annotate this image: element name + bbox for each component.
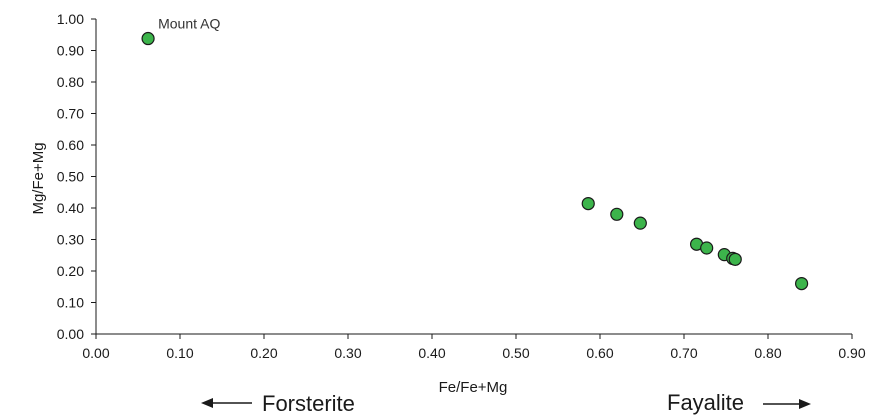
x-tick-label: 0.20 xyxy=(250,345,277,361)
annotation-mount-aq: Mount AQ xyxy=(158,16,220,32)
y-tick-label: 0.40 xyxy=(57,200,84,216)
data-point xyxy=(794,277,809,291)
data-point xyxy=(700,241,714,255)
fayalite-label: Fayalite xyxy=(667,390,744,415)
x-tick-label: 0.60 xyxy=(586,345,613,361)
chart-ticks: 0.00 0.10 0.20 0.30 0.40 0.50 0.60 0.70 0.80 0.90… xyxy=(57,11,866,361)
y-tick-label: 1.00 xyxy=(57,11,84,27)
y-tick-label: 0.30 xyxy=(57,232,84,248)
x-tick-label: 0.40 xyxy=(418,345,445,361)
y-tick-label: 0.50 xyxy=(57,169,84,185)
forsterite-label: Forsterite xyxy=(262,391,355,416)
x-tick-label: 0.70 xyxy=(670,345,697,361)
y-axis-title: Mg/Fe+Mg xyxy=(30,142,47,214)
y-tick-label: 0.70 xyxy=(57,106,84,122)
data-point xyxy=(141,31,155,46)
x-tick-label: 0.50 xyxy=(502,345,529,361)
fayalite-label-group: Fayalite xyxy=(667,390,811,415)
chart-points xyxy=(141,31,809,291)
data-point xyxy=(728,252,742,266)
x-tick-label: 0.30 xyxy=(334,345,361,361)
data-point xyxy=(633,216,647,230)
x-tick-label: 0.10 xyxy=(166,345,193,361)
y-tick-label: 0.00 xyxy=(57,326,84,342)
x-tick-label: 0.90 xyxy=(838,345,865,361)
x-tick-label: 0.80 xyxy=(754,345,781,361)
data-point xyxy=(610,207,624,221)
x-axis-title: Fe/Fe+Mg xyxy=(439,379,508,396)
y-tick-label: 0.60 xyxy=(57,137,84,153)
chart-axes xyxy=(95,19,852,335)
x-tick-label: 0.00 xyxy=(82,345,109,361)
forsterite-label-group: Forsterite xyxy=(201,391,355,416)
chart-annotations: Mount AQ xyxy=(158,16,220,32)
data-point xyxy=(581,196,595,211)
left-arrowhead-icon xyxy=(201,398,213,408)
right-arrowhead-icon xyxy=(799,399,811,409)
y-tick-label: 0.90 xyxy=(57,43,84,59)
y-tick-label: 0.20 xyxy=(57,263,84,279)
y-tick-label: 0.80 xyxy=(57,74,84,90)
y-tick-label: 0.10 xyxy=(57,295,84,311)
